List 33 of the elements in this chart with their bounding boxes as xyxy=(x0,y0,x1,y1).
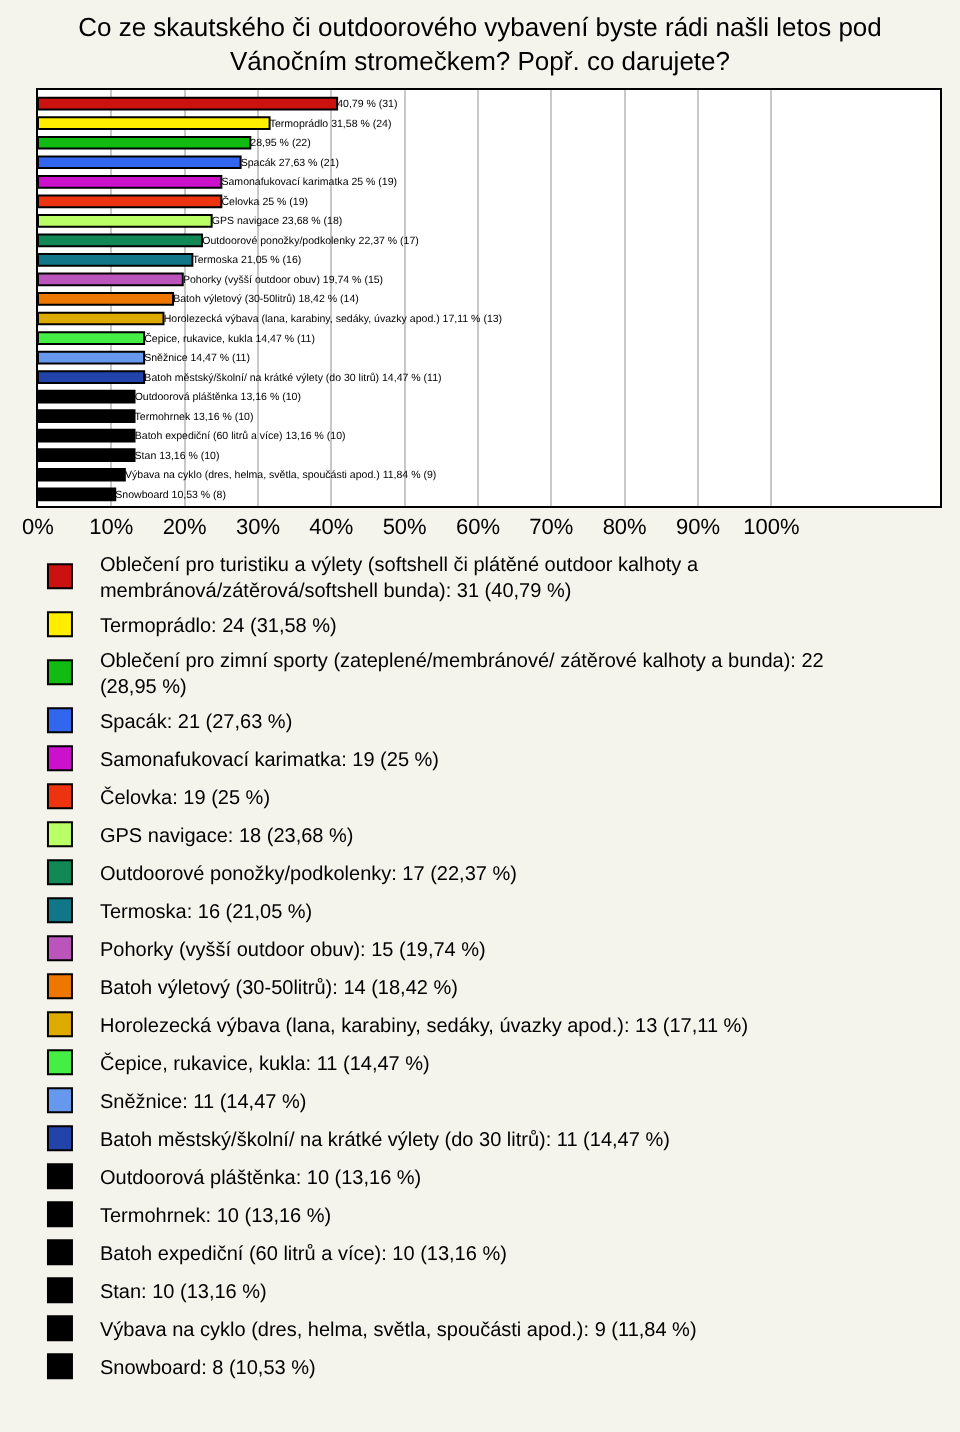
x-tick-label: 80% xyxy=(602,516,648,541)
x-tick-label: 40% xyxy=(309,516,354,541)
legend-label: Výbava na cyklo (dres, helma, světla, spoučásti apod.): 9 (11,84 %) xyxy=(99,1320,697,1342)
legend-label: Batoh expediční (60 litrů a více): 10 (13,16 %) xyxy=(99,1242,507,1266)
legend-label: Termoprádlo: 24 (31,58 %) xyxy=(99,616,337,638)
legend-label: Stan: 10 (13,16 %) xyxy=(99,1282,267,1304)
legend-label: GPS navigace: 18 (23,68 %) xyxy=(99,826,354,848)
legend-label: Termoska: 16 (21,05 %) xyxy=(99,902,313,924)
legend-label: Snowboard: 8 (10,53 %) xyxy=(99,1358,316,1380)
legend-label: Pohorky (vyšší outdoor obuv): 15 (19,74 %) xyxy=(99,940,486,962)
legend-label: Horolezecká výbava (lana, karabiny, sedáky, úvazky apod.): 13 (17,11 %) xyxy=(99,1016,749,1038)
legend-label: Čelovka: 19 (25 %) xyxy=(99,786,271,810)
x-tick-label: 60% xyxy=(455,516,501,541)
legend-label: Outdoorové ponožky/podkolenky: 17 (22,37 %) xyxy=(99,864,517,886)
legend-label: Samonafukovací karimatka: 19 (25 %) xyxy=(99,750,440,772)
chart-title: Co ze skautského či outdoorového vybavení byste rádi našli letos pod Vánočním stromečkem? Popř. co darujete? xyxy=(78,11,882,76)
legend-label: Sněžnice: 11 (14,47 %) xyxy=(99,1092,307,1114)
x-tick-label: 0% xyxy=(22,516,55,541)
legend-label: Termohrnek: 10 (13,16 %) xyxy=(99,1206,332,1228)
legend-label: Oblečení pro zimní sporty (zateplené/membránové/ zátěrové kalhoty a bunda): 22 (28,95 %) xyxy=(99,651,825,699)
x-tick-label: 30% xyxy=(235,516,281,541)
legend-label: Batoh městský/školní/ na krátké výlety (do 30 litrů): 11 (14,47 %) xyxy=(99,1128,670,1152)
x-tick-label: 70% xyxy=(529,516,574,541)
legend-label: Outdoorová pláštěnka: 10 (13,16 %) xyxy=(99,1168,422,1190)
x-tick-label: 50% xyxy=(382,516,428,541)
x-tick-label: 100% xyxy=(743,516,800,541)
legend-label: Oblečení pro turistiku a výlety (softshell či plátěné outdoor kalhoty a membránová/zátěrová/softshell bunda): 31 (40,79 %) xyxy=(99,555,699,603)
legend-label: Čepice, rukavice, kukla: 11 (14,47 %) xyxy=(99,1052,430,1076)
legend-label: Batoh výletový (30-50litrů): 14 (18,42 %) xyxy=(99,976,458,1000)
x-tick-label: 10% xyxy=(89,516,134,541)
legend-label: Spacák: 21 (27,63 %) xyxy=(99,712,293,734)
x-tick-label: 20% xyxy=(162,516,208,541)
x-tick-label: 90% xyxy=(675,516,721,541)
